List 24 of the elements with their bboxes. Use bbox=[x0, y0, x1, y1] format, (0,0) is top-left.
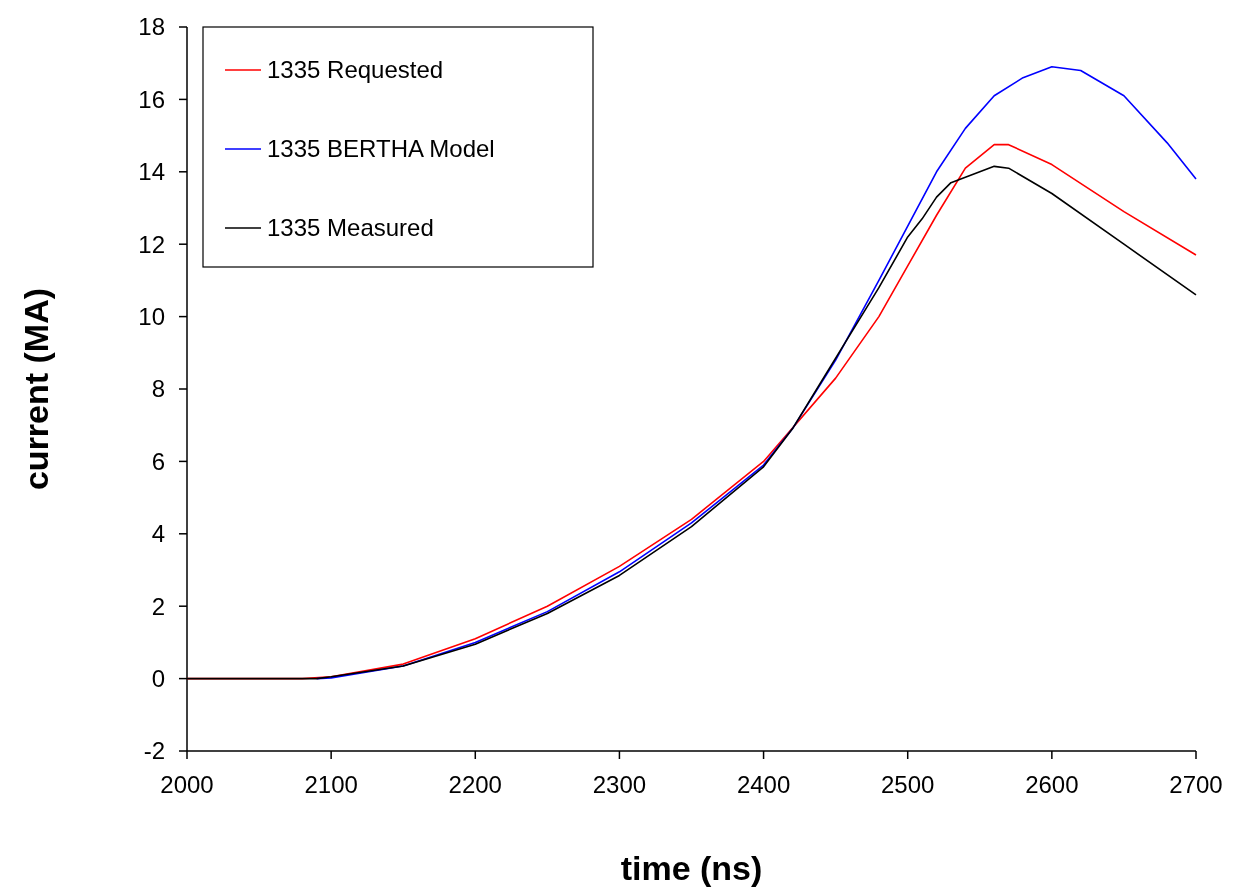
y-axis-title: current (MA) bbox=[17, 287, 55, 491]
y-tick-label: 6 bbox=[151, 447, 165, 475]
y-tick-label: 4 bbox=[151, 520, 165, 548]
y-tick-label: 8 bbox=[151, 375, 165, 403]
x-tick-label: 2700 bbox=[1169, 771, 1223, 798]
y-tick-label: 0 bbox=[151, 665, 165, 692]
y-tick-label: -2 bbox=[143, 737, 165, 765]
y-tick-label: 2 bbox=[151, 592, 165, 620]
y-tick-label: 10 bbox=[138, 303, 165, 330]
x-tick-label: 2200 bbox=[448, 771, 502, 798]
y-tick-label: 16 bbox=[138, 85, 165, 113]
x-tick-label: 2400 bbox=[736, 771, 791, 798]
x-axis-title: time (ns) bbox=[620, 849, 763, 887]
legend-label: 1335 Requested bbox=[267, 56, 444, 84]
y-tick-label: 18 bbox=[138, 13, 165, 41]
x-tick-label: 2000 bbox=[160, 771, 214, 798]
y-tick-label: 14 bbox=[138, 158, 165, 186]
x-tick-label: 2500 bbox=[881, 771, 935, 798]
x-tick-label: 2600 bbox=[1025, 771, 1079, 798]
legend-label: 1335 Measured bbox=[267, 214, 434, 242]
x-tick-label: 2300 bbox=[592, 771, 647, 798]
legend-label: 1335 BERTHA Model bbox=[267, 135, 495, 163]
x-tick-label: 2100 bbox=[304, 771, 358, 798]
y-tick-label: 12 bbox=[138, 230, 165, 258]
